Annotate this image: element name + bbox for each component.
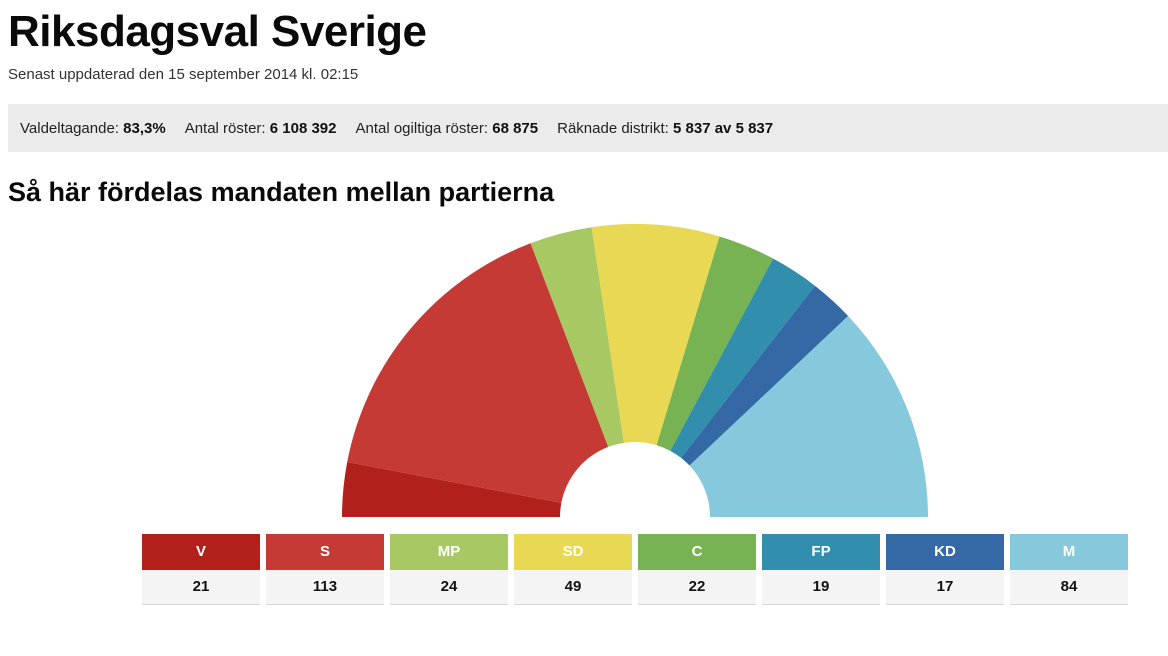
seat-slice-c[interactable] xyxy=(656,236,774,451)
stat-invalid: Antal ogiltiga röster: 68 875 xyxy=(355,120,538,137)
legend-party-label: S xyxy=(266,534,384,570)
legend-party-label: M xyxy=(1010,534,1128,570)
legend-party-sd[interactable]: SD 49 xyxy=(514,534,632,605)
legend-seat-count: 17 xyxy=(886,570,1004,605)
legend-party-c[interactable]: C 22 xyxy=(638,534,756,605)
last-updated: Senast uppdaterad den 15 september 2014 … xyxy=(8,66,359,83)
party-legend: V 21 S 113 MP 24 SD 49 C 22 FP 19 KD 17 M 84 xyxy=(142,534,1128,605)
legend-party-label: FP xyxy=(762,534,880,570)
stats-bar: Valdeltagande: 83,3% Antal röster: 6 108… xyxy=(8,104,1168,152)
stat-invalid-value: 68 875 xyxy=(492,119,539,137)
legend-seat-count: 49 xyxy=(514,570,632,605)
seat-distribution-chart xyxy=(342,224,928,517)
seat-slice-v[interactable] xyxy=(342,461,562,517)
stat-turnout-value: 83,3% xyxy=(123,119,166,137)
stat-votes-label: Antal röster: xyxy=(184,119,266,137)
stat-districts-value: 5 837 av 5 837 xyxy=(673,119,774,137)
legend-party-fp[interactable]: FP 19 xyxy=(762,534,880,605)
stat-districts-label: Räknade distrikt: xyxy=(557,119,669,137)
legend-seat-count: 24 xyxy=(390,570,508,605)
legend-seat-count: 84 xyxy=(1010,570,1128,605)
seat-slice-fp[interactable] xyxy=(670,258,816,458)
stat-turnout: Valdeltagande: 83,3% xyxy=(20,120,166,137)
legend-party-label: C xyxy=(638,534,756,570)
legend-party-label: KD xyxy=(886,534,1004,570)
legend-party-label: MP xyxy=(390,534,508,570)
page-title: Riksdagsval Sverige xyxy=(8,7,427,56)
seat-slice-sd[interactable] xyxy=(591,224,720,446)
stat-votes: Antal röster: 6 108 392 xyxy=(185,120,337,137)
legend-party-mp[interactable]: MP 24 xyxy=(390,534,508,605)
section-title: Så här fördelas mandaten mellan partiern… xyxy=(8,177,555,207)
legend-party-kd[interactable]: KD 17 xyxy=(886,534,1004,605)
legend-seat-count: 113 xyxy=(266,570,384,605)
legend-party-label: V xyxy=(142,534,260,570)
stat-turnout-label: Valdeltagande: xyxy=(20,119,119,137)
stat-districts: Räknade distrikt: 5 837 av 5 837 xyxy=(557,120,773,137)
legend-seat-count: 19 xyxy=(762,570,880,605)
stat-invalid-label: Antal ogiltiga röster: xyxy=(355,119,489,137)
legend-seat-count: 22 xyxy=(638,570,756,605)
legend-party-label: SD xyxy=(514,534,632,570)
seat-slice-mp[interactable] xyxy=(530,227,624,447)
legend-party-v[interactable]: V 21 xyxy=(142,534,260,605)
seat-slice-m[interactable] xyxy=(689,315,928,517)
legend-party-m[interactable]: M 84 xyxy=(1010,534,1128,605)
legend-party-s[interactable]: S 113 xyxy=(266,534,384,605)
legend-seat-count: 21 xyxy=(142,570,260,605)
stat-votes-value: 6 108 392 xyxy=(269,119,337,137)
seat-slice-kd[interactable] xyxy=(681,285,849,466)
seat-slice-s[interactable] xyxy=(347,243,609,503)
